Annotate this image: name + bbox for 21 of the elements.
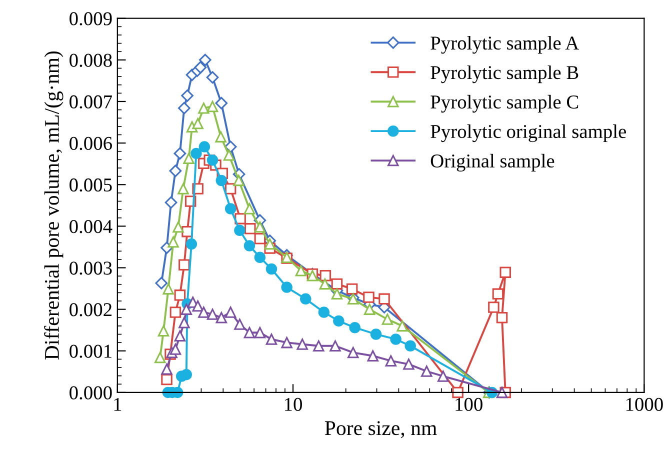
- legend-label: Pyrolytic original sample: [430, 124, 626, 142]
- legend-label: Original sample: [430, 154, 554, 172]
- y-tick-label: 0.009: [70, 12, 112, 26]
- y-tick-label: 0.007: [70, 95, 112, 109]
- legend-label: Pyrolytic sample C: [430, 94, 578, 113]
- y-axis-title: Differential pore volume, mL/(g·nm): [44, 51, 64, 360]
- y-tick-label: 0.008: [70, 54, 112, 67]
- y-tick-label: 0.001: [70, 344, 112, 358]
- legend-label: Pyrolytic sample B: [430, 65, 578, 84]
- x-tick-label: 1: [114, 398, 122, 411]
- y-tick-label: 0.004: [70, 220, 112, 234]
- y-tick-label: 0.005: [70, 178, 112, 192]
- x-tick-label: 1000: [626, 398, 663, 411]
- y-tick-label: 0.000: [70, 386, 112, 400]
- y-tick-label: 0.006: [70, 136, 112, 150]
- y-tick-label: 0.003: [70, 262, 112, 275]
- x-tick-label: 10: [284, 398, 302, 411]
- x-axis-title: Pore size, nm: [324, 421, 437, 438]
- y-tick-label: 0.002: [70, 303, 112, 316]
- legend-label: Pyrolytic sample A: [430, 36, 580, 54]
- x-tick-label: 100: [456, 398, 482, 411]
